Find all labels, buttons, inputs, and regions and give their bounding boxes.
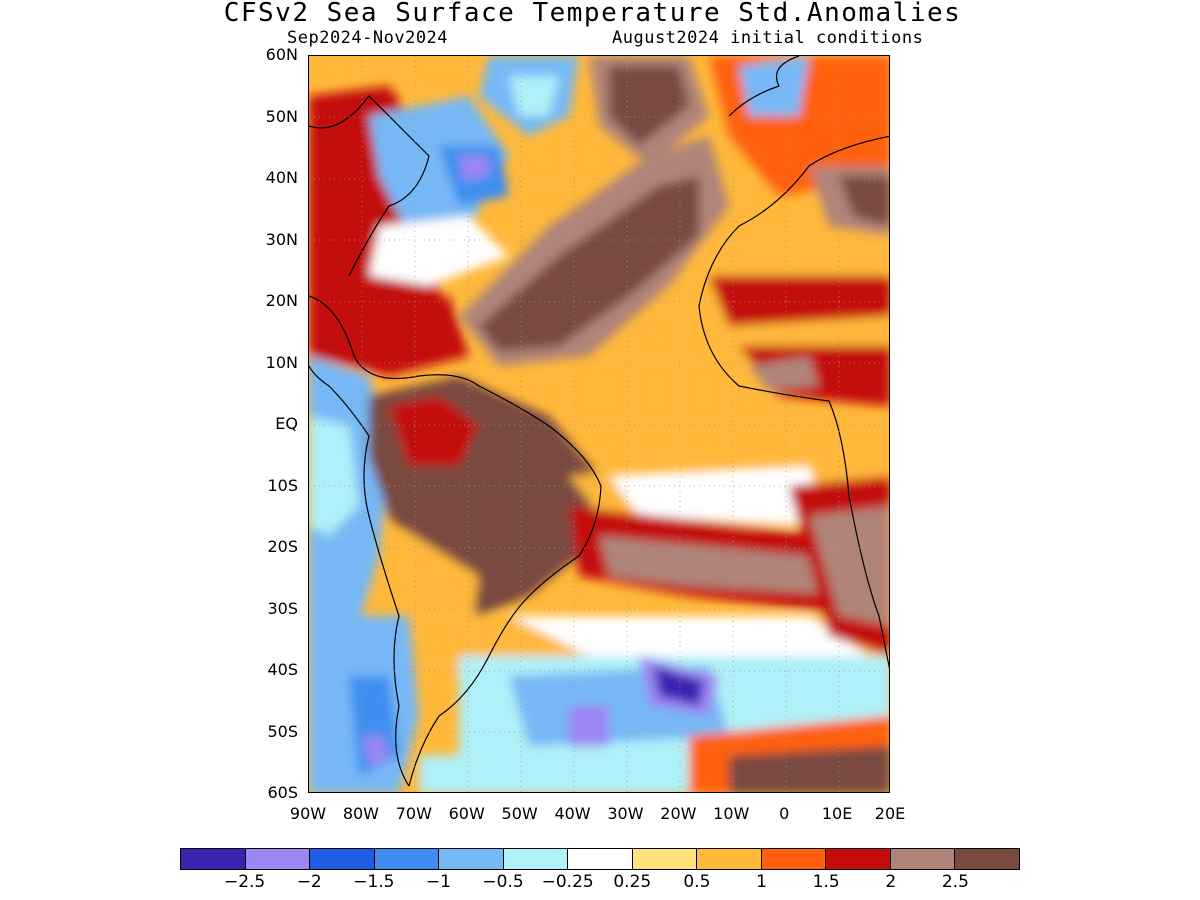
longitude-label: 10W — [713, 804, 750, 823]
longitude-label: 50W — [501, 804, 538, 823]
colorbar-label: −0.5 — [482, 872, 524, 892]
colorbar-label: 1 — [756, 872, 767, 892]
latitude-label: 10S — [267, 475, 298, 495]
longitude-label: 30W — [607, 804, 644, 823]
latitude-label: 50S — [267, 721, 298, 741]
latitude-label: EQ — [275, 414, 298, 433]
latitude-label: 30S — [267, 598, 298, 618]
latitude-label: 20S — [267, 537, 298, 556]
colorbar-label: 2 — [885, 872, 897, 892]
colorbar-swatch — [632, 849, 698, 869]
longitude-label: 20E — [874, 804, 906, 823]
sst-anomaly-map — [308, 55, 890, 793]
colorbar-swatch — [826, 849, 891, 869]
latitude-label: 60S — [267, 783, 298, 802]
latitude-label: 40S — [267, 660, 298, 679]
longitude-label: 10E — [821, 804, 853, 823]
colorbar-swatch — [310, 849, 375, 869]
map-canvas — [309, 56, 889, 792]
colorbar-swatch — [439, 849, 504, 869]
longitude-label: 60W — [448, 804, 485, 823]
longitude-label: 40W — [554, 804, 591, 823]
forecast-period: Sep2024-Nov2024 — [287, 28, 449, 48]
longitude-label: 80W — [342, 804, 379, 823]
longitude-label: 20W — [660, 804, 697, 823]
colorbar-swatch — [374, 849, 440, 869]
chart-title: CFSv2 Sea Surface Temperature Std.Anomal… — [223, 0, 962, 28]
colorbar-swatch — [697, 849, 762, 869]
colorbar-label: 0.25 — [613, 872, 652, 892]
colorbar-swatch — [568, 849, 633, 869]
latitude-label: 20N — [265, 291, 298, 310]
latitude-label: 10N — [265, 352, 298, 372]
latitude-label: 60N — [265, 45, 298, 64]
colorbar-swatch — [890, 849, 956, 869]
colorbar-label: 0.5 — [683, 872, 711, 892]
colorbar-swatch — [761, 849, 827, 869]
longitude-label: 90W — [289, 804, 327, 823]
colorbar-swatch — [245, 849, 311, 869]
colorbar-label: 1.5 — [812, 872, 840, 892]
colorbar-swatch — [955, 849, 1019, 869]
colorbar — [180, 848, 1020, 870]
colorbar-label: −1 — [425, 872, 451, 892]
colorbar-label: −2 — [296, 872, 322, 892]
colorbar-label: −2.5 — [223, 872, 266, 892]
colorbar-label: 2.5 — [941, 872, 969, 892]
latitude-label: 40N — [265, 168, 298, 187]
colorbar-swatch — [181, 849, 246, 869]
colorbar-swatch — [503, 849, 569, 869]
latitude-label: 50N — [265, 106, 298, 126]
longitude-label: 0 — [779, 804, 790, 823]
longitude-label: 70W — [395, 804, 432, 823]
latitude-label: 30N — [265, 229, 298, 249]
colorbar-label: −1.5 — [353, 872, 395, 892]
initial-conditions: August2024 initial conditions — [612, 28, 924, 48]
colorbar-label: −0.25 — [541, 872, 594, 892]
